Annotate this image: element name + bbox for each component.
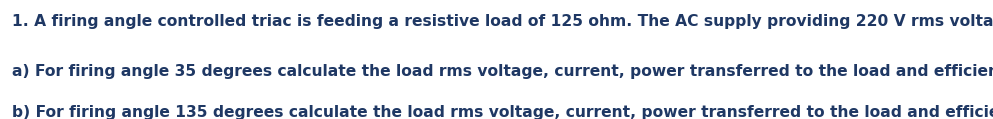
Text: 1. A firing angle controlled triac is feeding a resistive load of 125 ohm. The A: 1. A firing angle controlled triac is fe… — [12, 14, 993, 29]
Text: b) For firing angle 135 degrees calculate the load rms voltage, current, power t: b) For firing angle 135 degrees calculat… — [12, 105, 993, 119]
Text: a) For firing angle 35 degrees calculate the load rms voltage, current, power tr: a) For firing angle 35 degrees calculate… — [12, 64, 993, 79]
